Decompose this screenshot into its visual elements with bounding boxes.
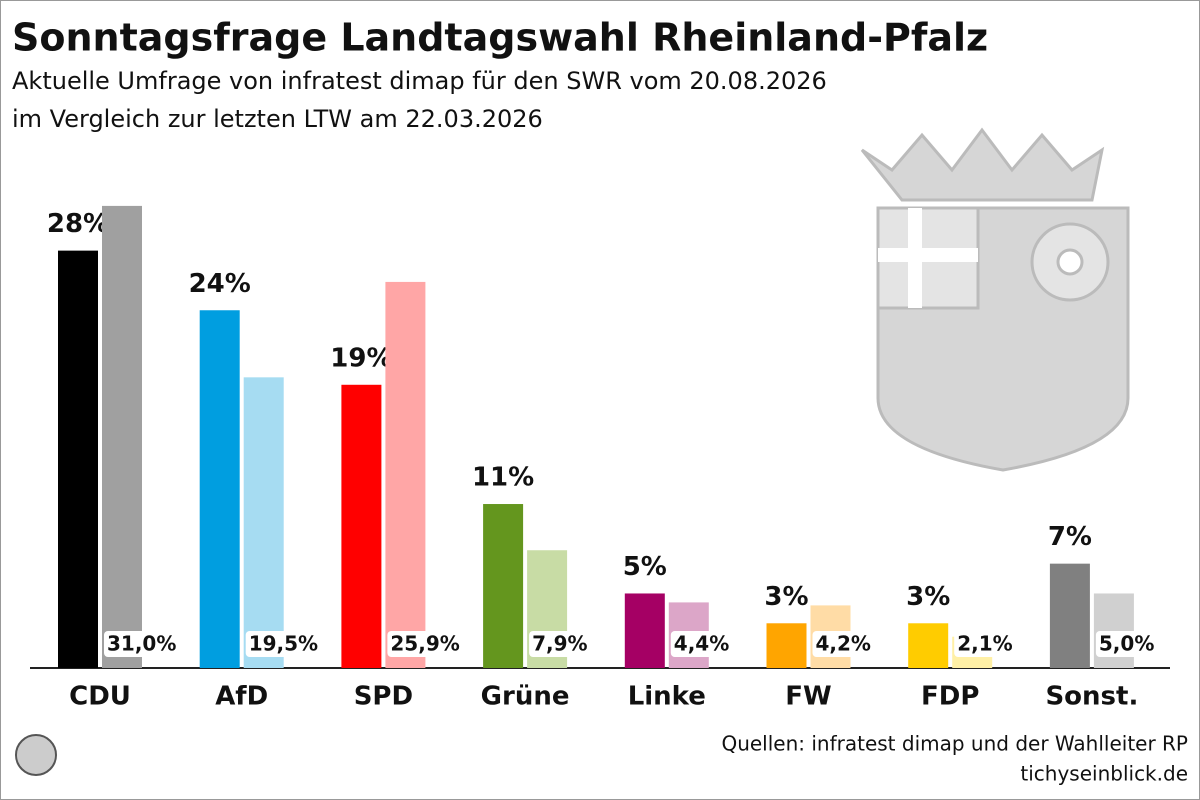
bar [1049,563,1090,668]
value-label: 3% [906,582,950,612]
value-label: 19,5% [249,632,318,656]
x-tick-label: FW [785,682,831,712]
value-label: 24% [189,269,251,299]
value-label: 5,0% [1099,632,1154,656]
x-tick-label: Grüne [481,682,570,712]
value-label-bg [104,631,180,657]
x-tick-label: FDP [921,682,979,712]
bar [624,593,665,668]
value-label-bg [1095,631,1158,657]
value-label: 19% [330,343,392,373]
x-tick-label: SPD [354,682,413,712]
x-tick-label: AfD [215,682,268,712]
bar [243,377,284,668]
value-label: 7% [1048,522,1092,552]
source: tichyseinblick.de [1020,762,1188,786]
subtitle: im Vergleich zur letzten LTW am 22.03.20… [12,105,543,133]
coat-of-arms [860,127,1130,472]
value-label-bg [954,631,1016,657]
value-label: 11% [472,463,534,493]
bar [102,205,142,668]
value-label: 5% [623,552,667,582]
bar [199,310,240,668]
value-label: 25,9% [390,632,459,656]
value-label: 31,0% [107,632,176,656]
value-label-bg [670,631,733,657]
value-label: 7,9% [532,632,587,656]
value-label-bg [245,631,322,657]
bar [766,623,807,668]
x-tick-label: Linke [628,682,706,712]
bar [341,384,382,668]
value-label: 4,4% [674,632,729,656]
value-label: 4,2% [816,632,871,656]
bar [483,504,524,668]
value-label: 2,1% [957,632,1012,656]
value-label-bg [529,631,591,657]
value-label: 3% [764,582,808,612]
value-label: 28% [47,209,109,239]
chart-title: Sonntagsfrage Landtagswahl Rheinland-Pfa… [12,16,988,60]
value-label-bg [387,631,463,657]
bar [385,281,426,668]
logo [15,734,57,776]
subtitle: Aktuelle Umfrage von infratest dimap für… [12,67,827,95]
source: Quellen: infratest dimap und der Wahllei… [721,732,1188,756]
bar [58,250,98,668]
value-label-bg [812,631,874,657]
bar [908,623,949,668]
x-tick-label: CDU [69,682,131,712]
x-tick-label: Sonst. [1045,682,1138,712]
